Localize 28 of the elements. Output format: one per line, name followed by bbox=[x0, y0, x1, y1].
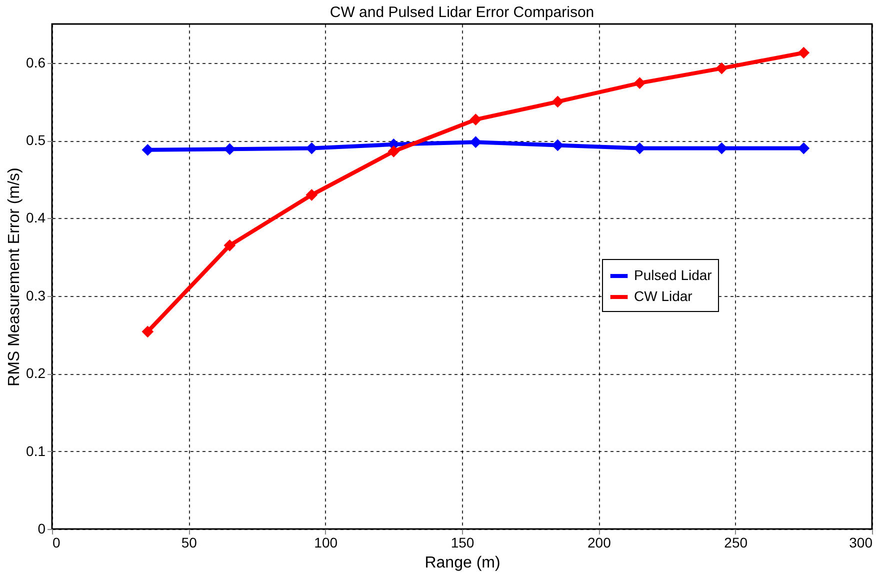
x-tick-label: 200 bbox=[587, 534, 612, 550]
y-tick-label: 0 bbox=[38, 520, 46, 536]
y-tick-label: 0.6 bbox=[26, 54, 46, 70]
point bbox=[716, 62, 728, 74]
point bbox=[470, 114, 482, 126]
point bbox=[798, 46, 810, 59]
y-axis-title: RMS Measurement Error (m/s) bbox=[6, 168, 24, 386]
point bbox=[142, 326, 154, 338]
point bbox=[388, 146, 400, 158]
chart-title: CW and Pulsed Lidar Error Comparison bbox=[330, 4, 594, 21]
x-tick-label: 0 bbox=[52, 534, 60, 550]
y-tick-label: 0.1 bbox=[26, 442, 46, 459]
y-tick-label: 0.2 bbox=[26, 365, 46, 382]
point bbox=[224, 240, 236, 252]
x-tick-label: 250 bbox=[724, 534, 748, 550]
y-tick-label: 0.3 bbox=[26, 287, 46, 304]
x-tick-label: 50 bbox=[181, 534, 198, 550]
x-axis-title: Range (m) bbox=[424, 554, 500, 572]
point bbox=[552, 96, 564, 108]
point bbox=[634, 77, 646, 89]
x-tick-label: 300 bbox=[849, 534, 873, 550]
legend-label: CW Lidar bbox=[634, 288, 693, 304]
y-tick-label: 0.5 bbox=[26, 132, 46, 148]
point bbox=[306, 189, 318, 201]
x-tick-label: 150 bbox=[450, 534, 474, 550]
x-tick-label: 100 bbox=[314, 534, 338, 550]
legend-label: Pulsed Lidar bbox=[634, 267, 712, 283]
y-tick-label: 0.4 bbox=[26, 210, 46, 226]
